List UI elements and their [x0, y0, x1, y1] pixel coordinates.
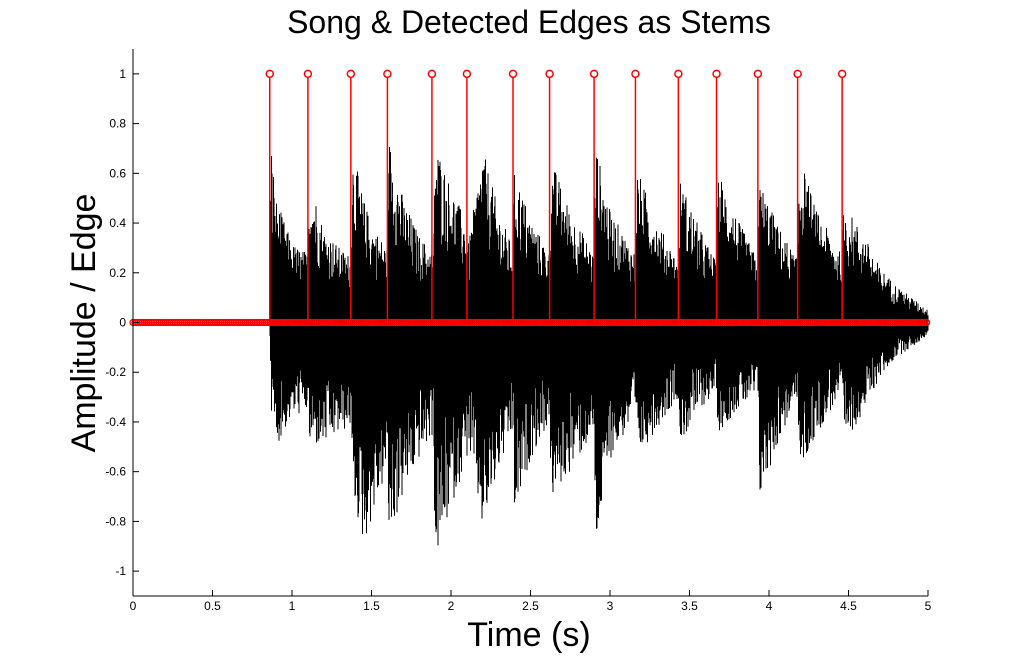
y-tick-label: 1 — [119, 67, 126, 81]
edge-stem — [383, 69, 392, 323]
y-tick-label: -0.6 — [105, 465, 126, 479]
edge-stem — [753, 69, 763, 323]
edge-stem-marker — [508, 69, 518, 79]
edge-stem — [508, 69, 518, 323]
edge-stem-marker — [674, 69, 683, 79]
edge-stem-marker — [346, 69, 356, 79]
edge-stem — [265, 69, 274, 323]
zero-stem-markers — [129, 318, 931, 327]
x-tick-label: 4.5 — [840, 599, 857, 613]
edge-stem-marker — [631, 69, 640, 79]
ticks: 0 0.5 1 1.5 2 2.5 3 3.5 4 4.5 5 -1 -0.8 -0.6 -0.4 -0.2 0… — [105, 67, 931, 613]
edge-stem-marker — [753, 69, 763, 79]
x-tick-label: 2.5 — [522, 599, 539, 613]
edge-stem — [837, 69, 847, 323]
edge-stem-marker — [383, 69, 392, 79]
x-tick-label: 5 — [925, 599, 932, 613]
edge-stem-marker — [545, 69, 554, 79]
y-tick-label: 0.8 — [109, 117, 126, 131]
edge-stem-marker — [427, 69, 437, 79]
y-tick-label: -0.2 — [105, 365, 126, 379]
x-tick-label: 0 — [130, 599, 137, 613]
edge-stem — [631, 69, 640, 323]
edge-stem-marker — [303, 69, 313, 79]
edge-stem — [427, 69, 437, 323]
plot-area — [129, 49, 931, 596]
x-tick-label: 3.5 — [681, 599, 698, 613]
edge-stem — [303, 69, 313, 323]
edge-stem — [589, 69, 599, 323]
y-tick-label: 0.2 — [109, 266, 126, 280]
x-tick-label: 1.5 — [363, 599, 380, 613]
edge-stem — [462, 69, 472, 323]
y-tick-label: 0.4 — [109, 216, 126, 230]
edge-stem-marker — [589, 69, 599, 79]
x-tick-label: 4 — [766, 599, 773, 613]
y-tick-label: -1 — [115, 564, 126, 578]
y-tick-label: 0 — [119, 316, 126, 330]
edge-stem — [712, 69, 721, 323]
x-tick-label: 1 — [289, 599, 296, 613]
y-tick-label: -0.8 — [105, 514, 126, 528]
chart-title: Song & Detected Edges as Stems — [287, 4, 771, 40]
edge-stem — [545, 69, 554, 323]
x-tick-label: 3 — [607, 599, 614, 613]
x-axis-label: Time (s) — [467, 616, 590, 654]
edge-stem — [346, 69, 356, 323]
edge-stem-marker — [837, 69, 847, 79]
edge-stem-marker — [712, 69, 721, 79]
edge-stem — [674, 69, 683, 323]
y-axis-label: Amplitude / Edge — [65, 194, 103, 453]
edge-stem-marker — [462, 69, 472, 79]
y-tick-label: -0.4 — [105, 415, 126, 429]
x-tick-label: 0.5 — [204, 599, 221, 613]
edge-stem-marker — [265, 69, 274, 79]
edge-stem-marker — [793, 69, 802, 79]
x-tick-label: 2 — [448, 599, 455, 613]
edge-stem — [793, 69, 802, 323]
y-tick-label: 0.6 — [109, 166, 126, 180]
